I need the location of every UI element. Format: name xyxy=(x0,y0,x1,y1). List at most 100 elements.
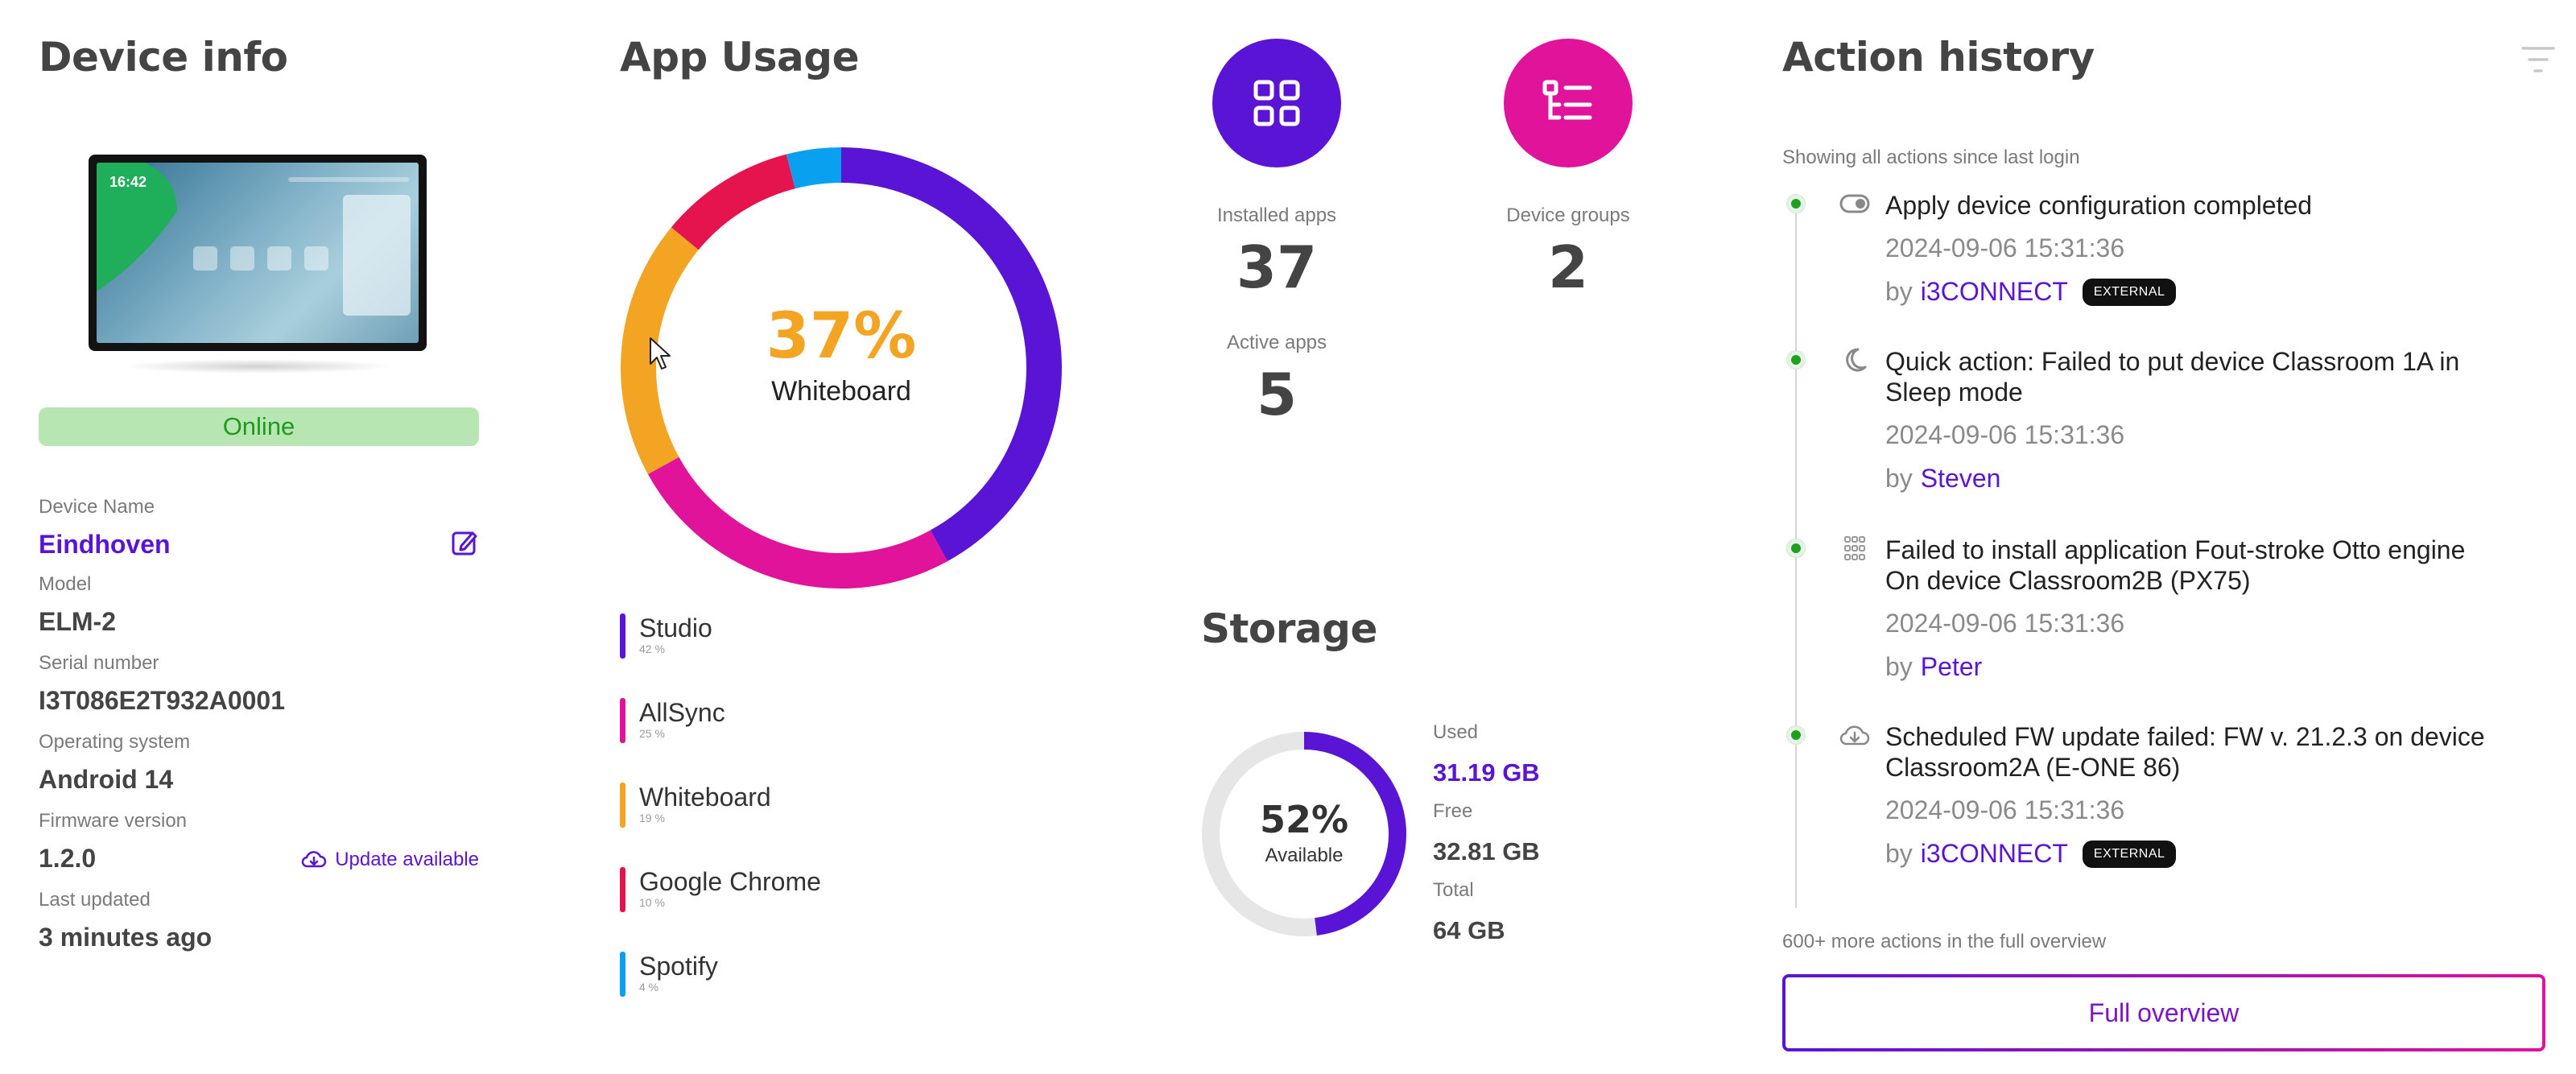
device-name-label: Device Name xyxy=(39,496,155,518)
active-apps-count: 5 xyxy=(1256,361,1298,428)
legend-color-bar xyxy=(620,952,625,997)
legend-percent: 10 % xyxy=(639,896,665,909)
screen-tiles xyxy=(193,246,328,271)
event-timestamp: 2024-09-06 15:31:36 xyxy=(1885,233,2125,262)
serial-field: Serial number I3T086E2T932A0001 xyxy=(39,652,479,716)
legend-item-allsync[interactable]: AllSync 25 % xyxy=(620,698,821,783)
event-timestamp: 2024-09-06 15:31:36 xyxy=(1885,795,2125,824)
installed-apps-label: Installed apps xyxy=(1216,204,1337,226)
firmware-field: Firmware version 1.2.0 Update available xyxy=(39,810,479,874)
device-groups-badge xyxy=(1504,39,1633,167)
donut-center: 37% Whiteboard xyxy=(620,147,1063,589)
device-frame: 16:42 xyxy=(89,155,427,351)
edit-icon[interactable] xyxy=(450,528,479,557)
event-actor: by Peter xyxy=(1885,652,1982,682)
device-shadow xyxy=(121,359,394,374)
donut-slice-allsync[interactable] xyxy=(647,456,947,589)
cloud-download-icon xyxy=(301,851,327,868)
legend-color-bar xyxy=(620,613,625,659)
event-title: Quick action: Failed to put device Class… xyxy=(1885,347,2460,407)
storage-used-field: Used 31.19 GB xyxy=(1433,721,1540,787)
external-badge: EXTERNAL xyxy=(2082,278,2177,306)
status-dot xyxy=(1787,726,1805,744)
app-usage-chart: 37% Whiteboard xyxy=(620,147,1063,589)
event-timestamp: 2024-09-06 15:31:36 xyxy=(1885,420,2125,449)
installed-apps-stat[interactable]: Installed apps 37 xyxy=(1196,39,1357,296)
device-name-value: Eindhoven xyxy=(39,530,171,559)
full-overview-button[interactable]: Full overview xyxy=(1782,974,2545,1051)
legend-name: Whiteboard xyxy=(639,783,771,812)
event-user-link[interactable]: Peter xyxy=(1920,652,1983,681)
event-user-link[interactable]: i3CONNECT xyxy=(1920,839,2068,868)
app-usage-donut xyxy=(621,147,1062,589)
legend-item-whiteboard[interactable]: Whiteboard 19 % xyxy=(620,783,821,867)
device-groups-stat[interactable]: Device groups 2 xyxy=(1488,39,1649,296)
storage-free-field: Free 32.81 GB xyxy=(1433,800,1540,866)
storage-used-value: 31.19 GB xyxy=(1433,758,1540,787)
storage-used-label: Used xyxy=(1433,721,1479,743)
active-apps-stat[interactable]: Active apps 5 xyxy=(1196,332,1357,423)
storage-free-value: 32.81 GB xyxy=(1433,837,1540,865)
device-screen: 16:42 xyxy=(97,163,419,343)
storage-total-label: Total xyxy=(1433,879,1474,901)
legend-name: AllSync xyxy=(639,698,725,727)
status-badge: Online xyxy=(39,407,479,446)
mouse-cursor-icon xyxy=(650,337,671,370)
moon-icon xyxy=(1846,348,1867,372)
legend-name: Studio xyxy=(639,613,712,642)
app-usage-legend: Studio 42 % AllSync 25 % Whiteboard 19 %… xyxy=(620,613,821,1036)
legend-item-spotify[interactable]: Spotify 4 % xyxy=(620,952,821,1036)
external-badge: EXTERNAL xyxy=(2082,840,2177,868)
firmware-value: 1.2.0 xyxy=(39,844,97,873)
event-actor: by Steven xyxy=(1885,464,2000,494)
screen-green-shape xyxy=(97,163,177,291)
donut-slice-whiteboard[interactable] xyxy=(621,227,699,474)
storage-title: Storage xyxy=(1201,605,1377,652)
os-value: Android 14 xyxy=(39,765,174,794)
legend-color-bar xyxy=(620,783,625,828)
event-user-link[interactable]: Steven xyxy=(1920,464,2001,493)
storage-total-field: Total 64 GB xyxy=(1433,879,1505,945)
event-user-link[interactable]: i3CONNECT xyxy=(1920,277,2068,306)
app-usage-panel: App Usage 37% Whiteboard Studio 42 % All… xyxy=(620,0,1071,1074)
storage-donut-center: 52% Available xyxy=(1199,729,1409,939)
legend-name: Spotify xyxy=(639,952,718,981)
filter-icon[interactable] xyxy=(2521,43,2555,76)
donut-slice-studio[interactable] xyxy=(840,147,1062,562)
active-apps-label: Active apps xyxy=(1226,332,1327,353)
cloud-download-icon xyxy=(1839,725,1870,746)
screen-quick-panel xyxy=(343,195,411,316)
device-preview: 16:42 xyxy=(89,155,427,374)
legend-item-studio[interactable]: Studio 42 % xyxy=(620,613,821,698)
legend-item-google-chrome[interactable]: Google Chrome 10 % xyxy=(620,867,821,952)
donut-center-percent: 37% xyxy=(766,299,917,373)
apps-grid-icon xyxy=(1844,536,1865,560)
last-updated-value: 3 minutes ago xyxy=(39,923,213,952)
update-available-link[interactable]: Update available xyxy=(301,849,479,871)
action-history-panel: Action history Showing all actions since… xyxy=(1782,0,2555,1074)
legend-name: Google Chrome xyxy=(639,867,821,896)
grid-icon xyxy=(1253,80,1300,126)
legend-percent: 25 % xyxy=(639,727,665,740)
os-field: Operating system Android 14 xyxy=(39,731,479,795)
donut-slice-spotify[interactable] xyxy=(786,147,842,189)
model-field: Model ELM-2 xyxy=(39,573,479,637)
storage-total-value: 64 GB xyxy=(1433,916,1505,944)
installed-apps-count: 37 xyxy=(1236,233,1318,301)
legend-percent: 42 % xyxy=(639,642,665,655)
device-name-field: Device Name Eindhoven xyxy=(39,496,479,560)
legend-percent: 4 % xyxy=(639,981,659,993)
event-by-label: by xyxy=(1885,652,1913,681)
storage-donut xyxy=(1202,732,1406,936)
device-groups-label: Device groups xyxy=(1506,204,1630,226)
donut-slice-google-chrome[interactable] xyxy=(671,154,796,250)
status-dot xyxy=(1787,539,1805,557)
firmware-label: Firmware version xyxy=(39,810,188,832)
action-history-title: Action history xyxy=(1782,34,2095,81)
storage-used-arc xyxy=(1303,732,1406,936)
model-value: ELM-2 xyxy=(39,607,116,636)
device-info-panel: Device info 16:42 Online Device Name Ein… xyxy=(39,0,481,1074)
legend-color-bar xyxy=(620,867,625,912)
app-usage-title: App Usage xyxy=(620,34,860,81)
screen-topbar xyxy=(288,177,409,182)
